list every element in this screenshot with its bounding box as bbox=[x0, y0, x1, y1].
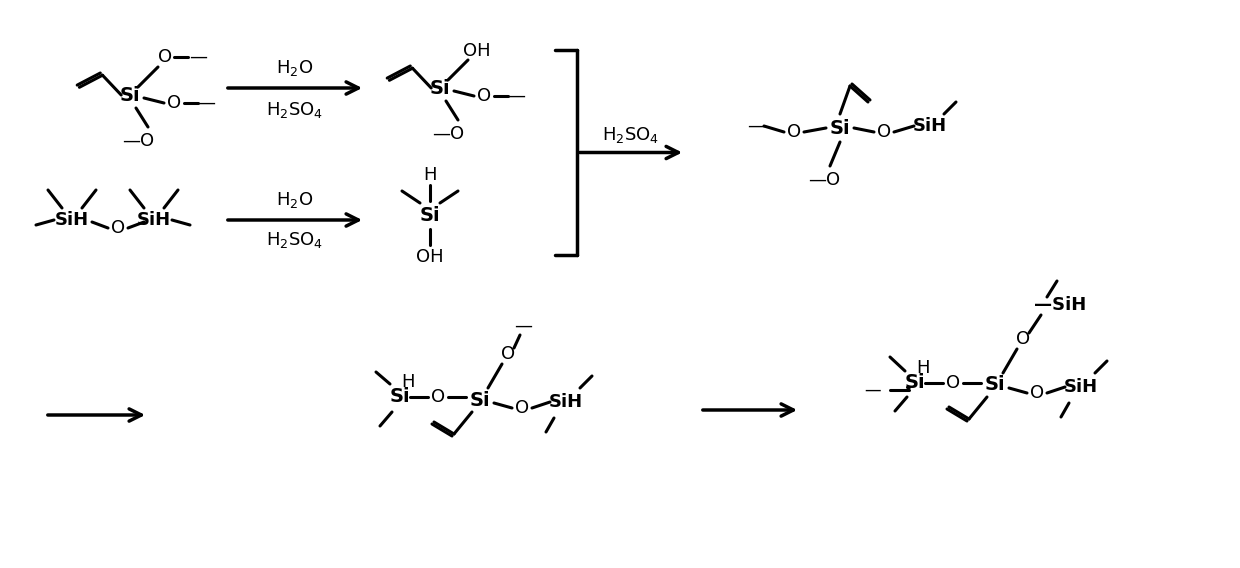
Text: O: O bbox=[157, 48, 172, 66]
Text: $\mathrm{H_2O}$: $\mathrm{H_2O}$ bbox=[277, 58, 314, 78]
Text: SiH: SiH bbox=[136, 211, 171, 229]
Text: Si: Si bbox=[120, 86, 140, 105]
Text: O: O bbox=[432, 388, 445, 406]
Text: O: O bbox=[477, 87, 491, 105]
Text: SiH: SiH bbox=[1064, 378, 1099, 396]
Text: Si: Si bbox=[905, 374, 925, 392]
Text: —: — bbox=[507, 87, 525, 105]
Text: Si: Si bbox=[830, 119, 851, 137]
Text: $\mathrm{H_2SO_4}$: $\mathrm{H_2SO_4}$ bbox=[267, 230, 324, 250]
Text: O: O bbox=[515, 399, 529, 417]
Text: $\mathrm{H_2SO_4}$: $\mathrm{H_2SO_4}$ bbox=[267, 100, 324, 120]
Text: Si: Si bbox=[419, 206, 440, 224]
Text: —SiH: —SiH bbox=[1034, 296, 1086, 314]
Text: —: — bbox=[188, 48, 207, 66]
Text: O: O bbox=[110, 219, 125, 237]
Text: —: — bbox=[746, 117, 765, 135]
Text: OH: OH bbox=[417, 248, 444, 266]
Text: Si: Si bbox=[430, 78, 450, 98]
Text: O: O bbox=[167, 94, 181, 112]
Text: H: H bbox=[423, 166, 436, 184]
Text: H: H bbox=[916, 359, 930, 377]
Text: —O: —O bbox=[122, 132, 154, 150]
Text: —: — bbox=[864, 381, 880, 399]
Text: SiH: SiH bbox=[913, 117, 947, 135]
Text: —: — bbox=[197, 94, 215, 112]
Text: —: — bbox=[515, 317, 532, 335]
Text: Si: Si bbox=[389, 387, 410, 407]
Text: O: O bbox=[877, 123, 892, 141]
Text: SiH: SiH bbox=[549, 393, 583, 411]
Text: $\mathrm{H_2O}$: $\mathrm{H_2O}$ bbox=[277, 190, 314, 210]
Text: O: O bbox=[501, 345, 515, 363]
Text: O: O bbox=[787, 123, 801, 141]
Text: O: O bbox=[1016, 330, 1030, 348]
Text: OH: OH bbox=[464, 42, 491, 60]
Text: Si: Si bbox=[985, 375, 1006, 395]
Text: Si: Si bbox=[470, 391, 490, 410]
Text: O: O bbox=[1030, 384, 1044, 402]
Text: —O: —O bbox=[808, 171, 839, 189]
Text: —O: —O bbox=[432, 125, 464, 143]
Text: SiH: SiH bbox=[55, 211, 89, 229]
Text: O: O bbox=[946, 374, 960, 392]
Text: $\mathrm{H_2SO_4}$: $\mathrm{H_2SO_4}$ bbox=[603, 124, 660, 144]
Text: H: H bbox=[402, 373, 414, 391]
